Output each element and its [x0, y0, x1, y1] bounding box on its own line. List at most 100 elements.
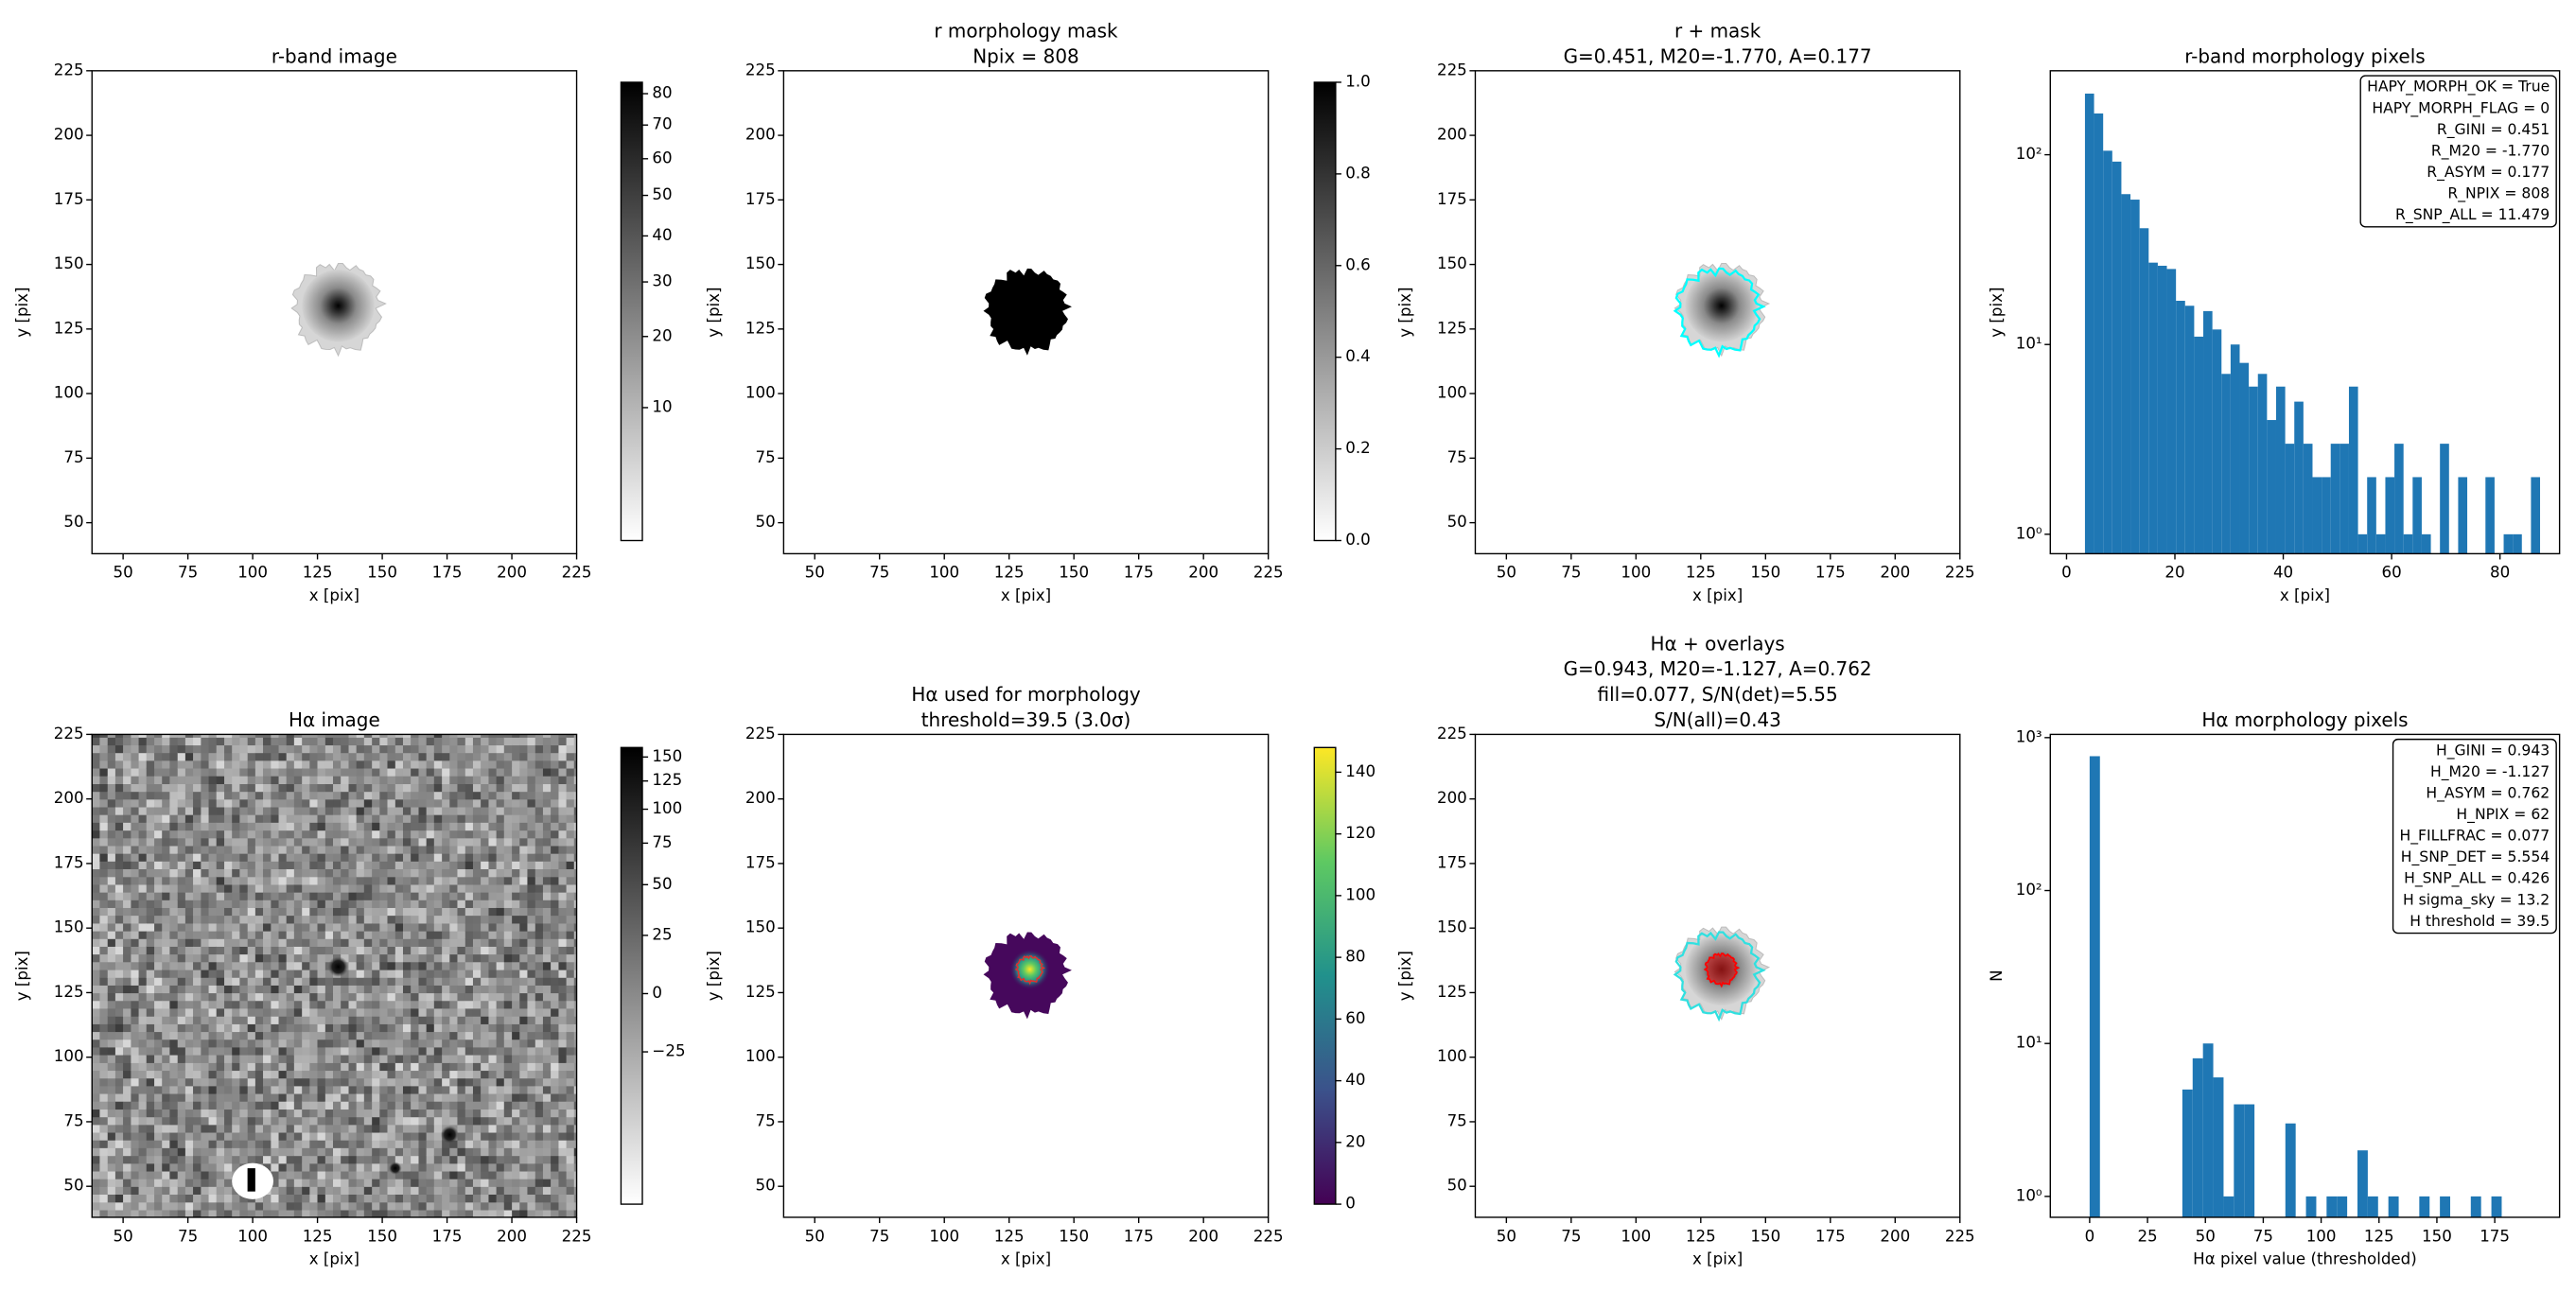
noise [573, 1116, 577, 1126]
colorbar-tick-label: 10 [652, 397, 672, 415]
noise [317, 977, 326, 986]
noise [464, 1039, 474, 1048]
noise [177, 868, 186, 878]
noise [488, 1023, 498, 1033]
noise [433, 891, 443, 900]
noise [208, 1131, 218, 1141]
noise [123, 767, 131, 777]
noise [131, 891, 140, 900]
noise [512, 977, 520, 986]
noise [193, 760, 202, 769]
noise [442, 1186, 451, 1196]
noise [131, 977, 140, 986]
chart-title: r-band morphology pixels [2184, 44, 2425, 67]
noise [324, 1131, 334, 1141]
noise [503, 783, 513, 793]
noise [411, 861, 420, 869]
noise [519, 1000, 529, 1009]
y-tick-label: 200 [745, 789, 776, 807]
noise [123, 1116, 131, 1126]
plot-area [92, 734, 577, 1217]
noise [293, 1178, 303, 1187]
noise [534, 868, 544, 878]
noise [114, 1209, 124, 1217]
noise [114, 791, 124, 800]
noise [177, 813, 186, 823]
noise [519, 830, 529, 839]
noise [92, 752, 101, 761]
noise [472, 1116, 482, 1126]
noise [534, 1178, 544, 1187]
noise [247, 946, 256, 955]
noise [394, 900, 404, 908]
y-tick-label: 225 [1437, 61, 1467, 79]
noise [146, 1000, 155, 1009]
noise [341, 1016, 350, 1024]
noise [402, 737, 412, 746]
noise [239, 1155, 249, 1164]
noise [433, 760, 443, 769]
noise [232, 891, 241, 900]
noise [387, 1194, 396, 1203]
noise [293, 992, 303, 1002]
noise [131, 1186, 140, 1196]
noise [558, 1092, 568, 1102]
noise [433, 1209, 443, 1217]
noise [239, 837, 249, 847]
noise [519, 767, 529, 777]
noise [496, 1162, 505, 1172]
noise [348, 776, 358, 785]
noise [254, 1000, 264, 1009]
noise [309, 883, 319, 893]
noise [99, 1162, 109, 1172]
noise [154, 861, 163, 869]
noise [503, 813, 513, 823]
x-tick-label: 125 [994, 1227, 1025, 1245]
noise [271, 1178, 280, 1187]
noise [449, 776, 459, 785]
noise [232, 930, 241, 939]
noise [394, 930, 404, 939]
noise [512, 938, 520, 947]
noise [247, 992, 256, 1002]
noise [208, 737, 218, 746]
noise [566, 783, 575, 793]
noise [201, 1124, 210, 1133]
noise [208, 1178, 218, 1187]
noise [519, 852, 529, 862]
noise [107, 830, 116, 839]
noise [488, 791, 498, 800]
noise [247, 813, 256, 823]
noise [224, 891, 233, 900]
noise [278, 830, 288, 839]
noise [224, 744, 233, 754]
noise [309, 953, 319, 963]
noise [201, 868, 210, 878]
y-axis-label: y [pix] [705, 287, 723, 337]
noise [426, 1178, 435, 1187]
noise [92, 837, 101, 847]
noise [177, 876, 186, 885]
noise [551, 1170, 559, 1179]
noise [503, 1201, 513, 1211]
noise [146, 883, 155, 893]
noise [107, 1101, 116, 1110]
noise [566, 1062, 575, 1072]
noise [503, 1046, 513, 1056]
noise [449, 891, 459, 900]
noise [232, 1077, 241, 1087]
source-core [1685, 270, 1759, 342]
noise [263, 1124, 272, 1133]
noise [512, 1070, 520, 1079]
noise [263, 1209, 272, 1217]
noise [232, 813, 241, 823]
noise [333, 1201, 342, 1211]
noise [224, 760, 233, 769]
noise [372, 1016, 381, 1024]
noise [534, 760, 544, 769]
noise [232, 1209, 241, 1217]
noise [278, 1007, 288, 1017]
y-tick-label: 100 [1437, 384, 1467, 402]
noise [138, 1101, 148, 1110]
noise [247, 938, 256, 947]
